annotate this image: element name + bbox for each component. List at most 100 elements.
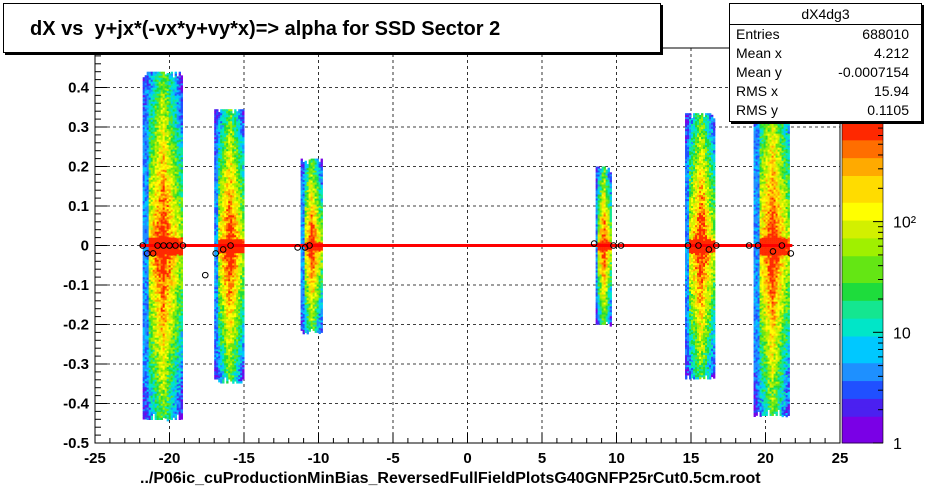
ladder-cell — [218, 200, 221, 203]
ladder-cell — [220, 349, 223, 352]
ladder-cell — [160, 417, 163, 420]
ladder-cell — [172, 361, 175, 364]
ladder-cell — [150, 383, 153, 386]
ladder-cell — [144, 139, 147, 142]
ladder-cell — [158, 73, 161, 76]
ladder-cell — [168, 75, 171, 78]
ladder-cell — [152, 391, 155, 394]
ladder-cell — [170, 171, 173, 174]
ladder-cell — [160, 89, 163, 92]
ladder-cell — [148, 385, 151, 388]
ladder-cell — [228, 215, 231, 218]
ladder-cell — [144, 285, 147, 288]
ladder-cell — [220, 175, 223, 178]
ladder-cell — [178, 115, 181, 118]
ladder-cell — [234, 377, 237, 380]
ladder-cell — [224, 123, 227, 126]
ladder-cell — [162, 75, 165, 78]
ladder-cell — [146, 151, 149, 154]
ladder-cell — [228, 151, 231, 154]
ladder-cell — [226, 359, 229, 362]
ladder-cell — [158, 177, 161, 180]
ladder-cell — [168, 263, 171, 266]
ladder-cell — [162, 185, 165, 188]
ladder-cell — [226, 249, 229, 252]
ladder-cell — [168, 131, 171, 134]
ladder-cell — [164, 310, 167, 313]
ladder-cell — [226, 111, 229, 114]
ladder-cell — [142, 341, 145, 344]
ladder-cell — [152, 353, 155, 356]
ladder-cell — [174, 201, 177, 204]
ladder-cell — [160, 269, 163, 272]
ladder-cell — [234, 293, 237, 296]
ladder-cell — [220, 319, 223, 322]
ladder-cell — [154, 111, 157, 114]
ladder-cell — [150, 341, 153, 344]
ladder-cell — [214, 337, 217, 340]
ladder-cell — [226, 369, 229, 372]
ladder-cell — [234, 241, 237, 244]
ladder-cell — [230, 111, 233, 114]
ladder-cell — [222, 327, 225, 330]
ladder-cell — [224, 215, 227, 218]
ladder-cell — [230, 237, 233, 240]
ladder-cell — [232, 365, 235, 368]
ladder-cell — [176, 292, 179, 295]
ladder-cell — [176, 80, 179, 83]
ladder-cell — [214, 297, 217, 300]
ladder-cell — [152, 263, 155, 266]
ladder-cell — [156, 121, 159, 124]
ladder-cell — [176, 400, 179, 403]
ladder-cell — [148, 229, 151, 232]
ladder-cell — [228, 157, 231, 160]
ladder-cell — [152, 323, 155, 326]
ladder-cell — [162, 105, 165, 108]
ladder-cell — [146, 409, 149, 412]
ladder-cell — [180, 137, 183, 140]
ladder-cell — [174, 109, 177, 112]
ladder-cell — [144, 351, 147, 354]
ladder-cell — [226, 209, 229, 212]
ladder-cell — [170, 275, 173, 278]
ladder-cell — [232, 351, 235, 354]
ladder-cell — [174, 213, 177, 216]
ladder-cell — [230, 377, 233, 380]
ladder-cell — [214, 113, 217, 116]
ladder-cell — [224, 261, 227, 264]
ladder-cell — [148, 395, 151, 398]
ladder-cell — [164, 338, 167, 341]
ladder-cell — [176, 200, 179, 203]
ladder-cell — [228, 119, 231, 122]
ladder-cell — [164, 388, 167, 391]
ladder-cell — [216, 345, 219, 348]
ladder-cell — [216, 239, 219, 242]
ladder-cell — [218, 276, 221, 279]
ladder-cell — [150, 251, 153, 254]
ladder-cell — [142, 393, 145, 396]
ladder-cell — [232, 121, 235, 124]
ladder-cell — [166, 375, 169, 378]
ladder-cell — [142, 339, 145, 342]
ladder-cell — [162, 95, 165, 98]
ladder-cell — [150, 211, 153, 214]
ladder-cell — [218, 250, 221, 253]
ladder-cell — [170, 139, 173, 142]
ladder-cell — [218, 340, 221, 343]
ladder-cell — [216, 237, 219, 240]
ladder-cell — [168, 265, 171, 268]
ladder-cell — [166, 373, 169, 376]
ladder-cell — [222, 287, 225, 290]
ladder-cell — [224, 131, 227, 134]
ladder-cell — [214, 167, 217, 170]
ladder-cell — [164, 240, 167, 243]
ladder-cell — [168, 337, 171, 340]
ladder-cell — [170, 77, 173, 80]
ladder-cell — [148, 417, 151, 420]
ladder-cell — [174, 371, 177, 374]
ladder-cell — [234, 219, 237, 222]
ladder-cell — [180, 311, 183, 314]
ladder-cell — [234, 231, 237, 234]
ladder-cell — [162, 139, 165, 142]
